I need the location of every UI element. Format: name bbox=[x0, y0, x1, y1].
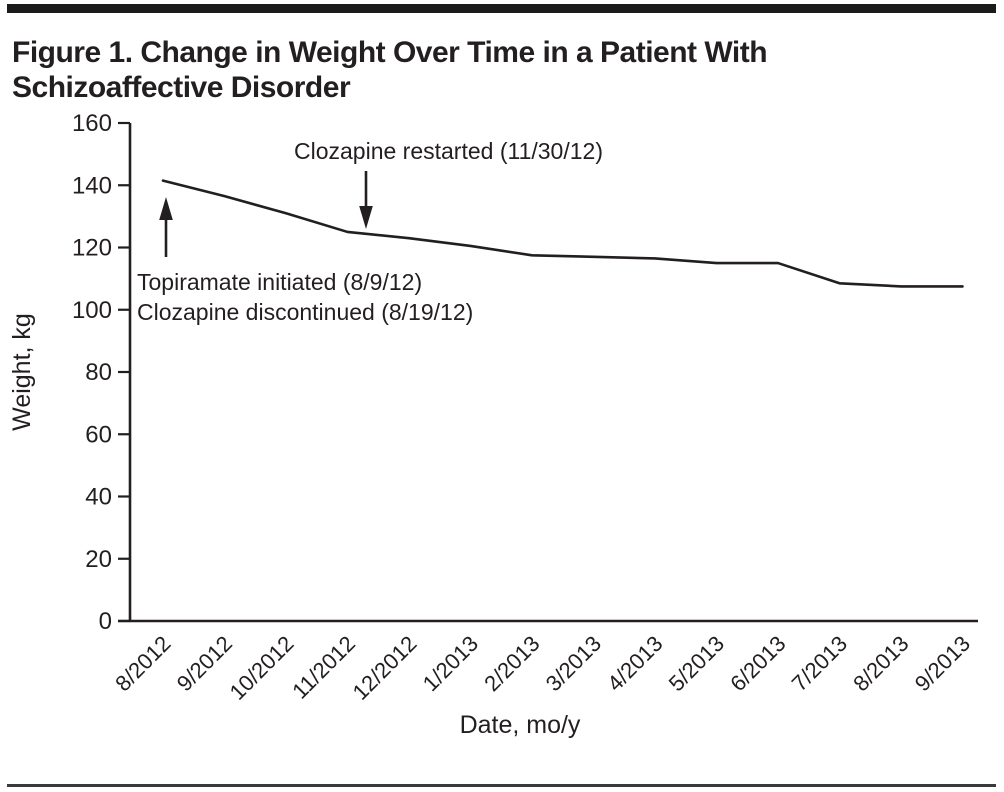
x-tick-label: 8/2013 bbox=[848, 631, 913, 696]
x-tick-label: 9/2013 bbox=[910, 631, 975, 696]
up-arrow-icon bbox=[159, 197, 173, 220]
x-tick-label: 8/2012 bbox=[110, 631, 175, 696]
annotation-topiramate-line2: Clozapine discontinued (8/19/12) bbox=[137, 299, 473, 325]
chart-plot-area: 0204060801001201401608/20129/201210/2012… bbox=[72, 110, 978, 705]
y-tick-label: 120 bbox=[72, 235, 112, 262]
annotation-clozapine-restarted: Clozapine restarted (11/30/12) bbox=[294, 138, 603, 229]
x-tick-label: 5/2013 bbox=[664, 631, 729, 696]
top-rule bbox=[7, 4, 996, 13]
y-tick-label: 0 bbox=[99, 608, 112, 635]
weight-data-line bbox=[161, 179, 964, 288]
weight-line-chart: 0204060801001201401608/20129/201210/2012… bbox=[8, 110, 978, 739]
y-tick-label: 100 bbox=[72, 297, 112, 324]
y-tick-label: 60 bbox=[85, 421, 112, 448]
bottom-rule bbox=[7, 784, 996, 787]
figure-title: Figure 1. Change in Weight Over Time in … bbox=[12, 36, 768, 104]
annotation-clozapine-restarted-text: Clozapine restarted (11/30/12) bbox=[294, 138, 603, 164]
y-tick-label: 20 bbox=[85, 546, 112, 573]
x-tick-label: 1/2013 bbox=[418, 631, 483, 696]
y-tick-label: 40 bbox=[85, 484, 112, 511]
x-tick-label: 6/2013 bbox=[725, 631, 790, 696]
x-tick-label: 10/2012 bbox=[225, 631, 299, 705]
y-tick-label: 160 bbox=[72, 110, 112, 137]
annotation-topiramate-line1: Topiramate initiated (8/9/12) bbox=[137, 269, 422, 295]
y-tick-label: 80 bbox=[85, 359, 112, 386]
x-tick-label: 11/2012 bbox=[287, 631, 360, 704]
down-arrow-icon bbox=[359, 206, 373, 229]
x-tick-label: 3/2013 bbox=[541, 631, 606, 696]
x-tick-label: 4/2013 bbox=[602, 631, 667, 696]
x-tick-label: 7/2013 bbox=[787, 631, 852, 696]
y-axis-title: Weight, kg bbox=[8, 313, 36, 431]
x-axis-title: Date, mo/y bbox=[460, 711, 581, 739]
x-tick-label: 12/2012 bbox=[348, 631, 422, 705]
x-tick-label: 2/2013 bbox=[479, 631, 544, 696]
annotation-topiramate: Topiramate initiated (8/9/12) Clozapine … bbox=[137, 197, 473, 325]
y-tick-label: 140 bbox=[72, 172, 112, 199]
